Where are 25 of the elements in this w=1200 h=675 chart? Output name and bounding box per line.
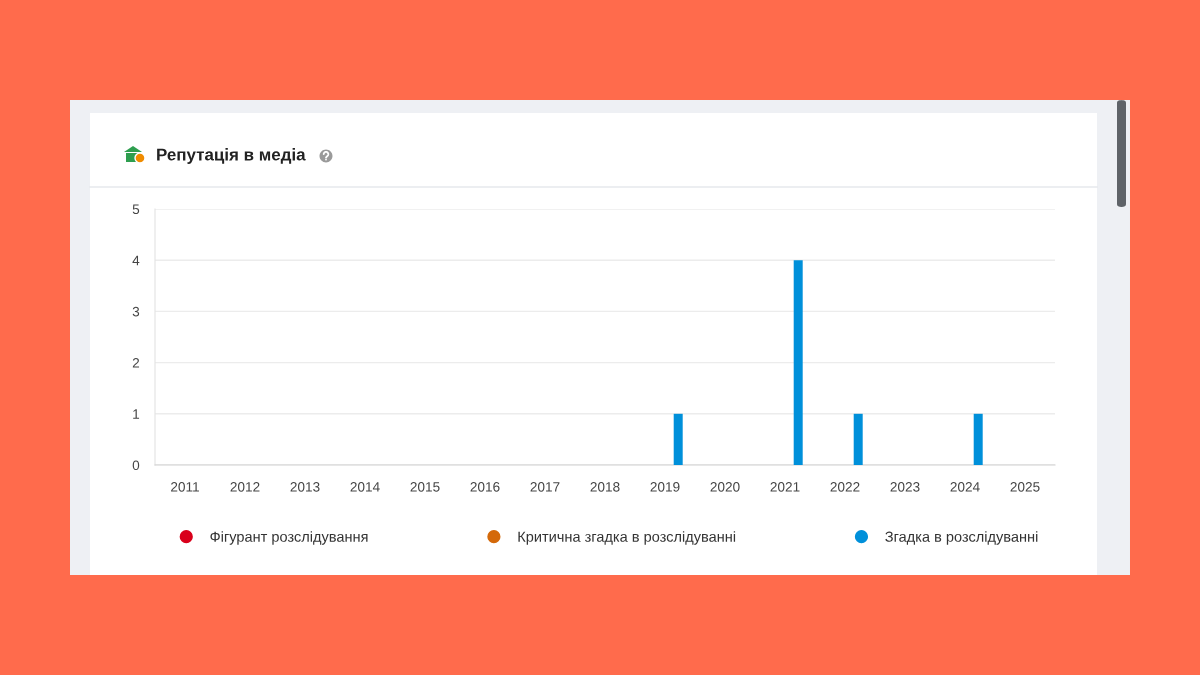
legend-label: Згадка в розслідуванні: [885, 531, 1038, 545]
y-tick-label: 2: [132, 358, 140, 368]
y-tick-label: 5: [132, 204, 140, 215]
x-tick-label: 2012: [230, 482, 260, 492]
chart-title: Репутація в медіа: [157, 148, 306, 164]
x-tick-label: 2023: [890, 482, 920, 492]
y-tick-label: 1: [133, 409, 140, 419]
x-tick-label: 2020: [710, 482, 740, 492]
x-tick-label: 2013: [290, 482, 320, 492]
x-tick-label: 2015: [410, 482, 440, 492]
x-tick-label: 2016: [470, 482, 500, 492]
y-tick-label: 3: [132, 306, 140, 317]
x-tick-label: 2018: [590, 482, 620, 492]
x-tick-label: 2014: [350, 482, 380, 492]
legend-label: Критична згадка в розслідуванні: [518, 531, 736, 545]
x-tick-label: 2022: [830, 482, 860, 492]
y-tick-label: 4: [132, 255, 140, 266]
x-tick-label: 2019: [650, 482, 680, 492]
legend-label: Фігурант розслідування: [210, 531, 368, 545]
x-tick-label: 2011: [171, 482, 199, 492]
x-tick-label: 2017: [530, 482, 560, 492]
x-tick-label: 2025: [1010, 482, 1040, 492]
x-tick-label: 2024: [950, 482, 980, 492]
x-tick-label: 2021: [770, 482, 800, 492]
y-tick-label: 0: [132, 460, 140, 471]
